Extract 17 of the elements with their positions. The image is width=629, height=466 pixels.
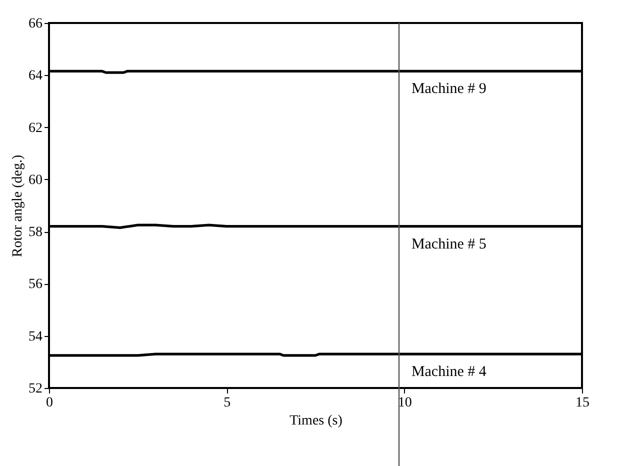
x-tick-label: 5 — [224, 396, 231, 410]
y-tick-label: 56 — [28, 277, 42, 292]
y-tick-label: 60 — [28, 172, 42, 188]
y-tick-label: 52 — [28, 382, 42, 396]
y-tick-label: 62 — [28, 120, 42, 136]
series-label: Machine # 5 — [411, 236, 486, 252]
series-label: Machine # 9 — [411, 81, 486, 98]
y-tick-label: 54 — [28, 329, 42, 344]
y-tick-label: 66 — [28, 16, 42, 32]
series-label: Machine # 4 — [411, 364, 487, 380]
x-tick-label: 0 — [46, 396, 53, 410]
x-tick-label: 10 — [398, 396, 412, 410]
x-tick-label: 15 — [576, 396, 590, 410]
x-axis-title: Times (s) — [290, 414, 343, 428]
y-tick-label: 58 — [28, 225, 42, 240]
y-tick-label: 64 — [28, 68, 42, 84]
y-axis-title: Rotor angle (deg.) — [10, 154, 26, 258]
